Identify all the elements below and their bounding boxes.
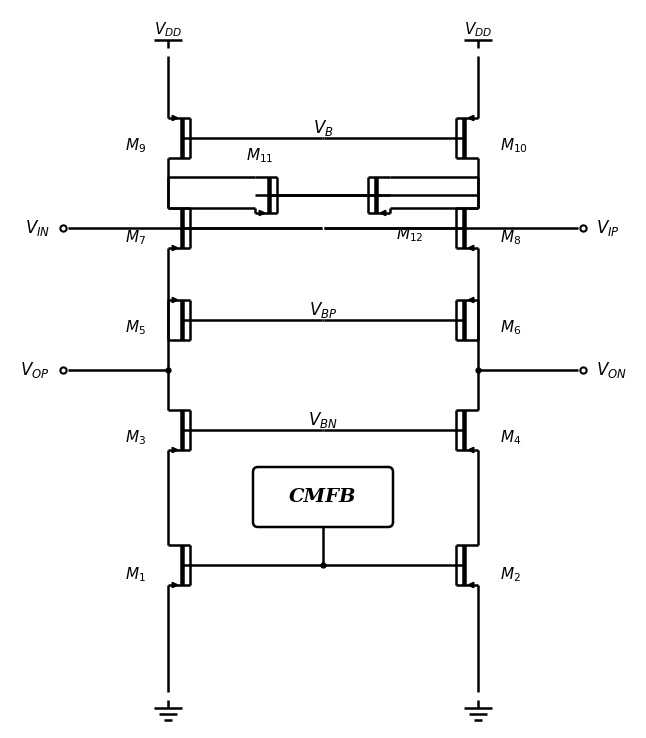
Text: $V_{BP}$: $V_{BP}$ bbox=[309, 300, 337, 320]
Text: $M_9$: $M_9$ bbox=[125, 137, 146, 156]
Text: $M_4$: $M_4$ bbox=[500, 429, 521, 447]
Text: $V_{DD}$: $V_{DD}$ bbox=[154, 21, 182, 39]
Text: $V_{IP}$: $V_{IP}$ bbox=[596, 218, 620, 238]
Text: $V_{OP}$: $V_{OP}$ bbox=[21, 360, 50, 380]
Text: $M_{11}$: $M_{11}$ bbox=[246, 146, 274, 165]
Text: $V_{BN}$: $V_{BN}$ bbox=[308, 410, 338, 430]
Text: $M_6$: $M_6$ bbox=[500, 319, 521, 337]
Text: $M_7$: $M_7$ bbox=[125, 229, 146, 247]
Text: $M_2$: $M_2$ bbox=[500, 565, 521, 584]
Text: $M_{12}$: $M_{12}$ bbox=[396, 225, 424, 244]
Text: $M_1$: $M_1$ bbox=[125, 565, 146, 584]
Text: $M_8$: $M_8$ bbox=[500, 229, 521, 247]
Text: $M_{10}$: $M_{10}$ bbox=[500, 137, 528, 156]
Text: $V_{DD}$: $V_{DD}$ bbox=[464, 21, 492, 39]
Text: $V_{IN}$: $V_{IN}$ bbox=[25, 218, 50, 238]
Text: $M_3$: $M_3$ bbox=[125, 429, 146, 447]
Text: CMFB: CMFB bbox=[289, 488, 357, 506]
Text: $V_{ON}$: $V_{ON}$ bbox=[596, 360, 627, 380]
Text: $V_B$: $V_B$ bbox=[313, 118, 333, 138]
FancyBboxPatch shape bbox=[253, 467, 393, 527]
Text: $M_5$: $M_5$ bbox=[125, 319, 146, 337]
